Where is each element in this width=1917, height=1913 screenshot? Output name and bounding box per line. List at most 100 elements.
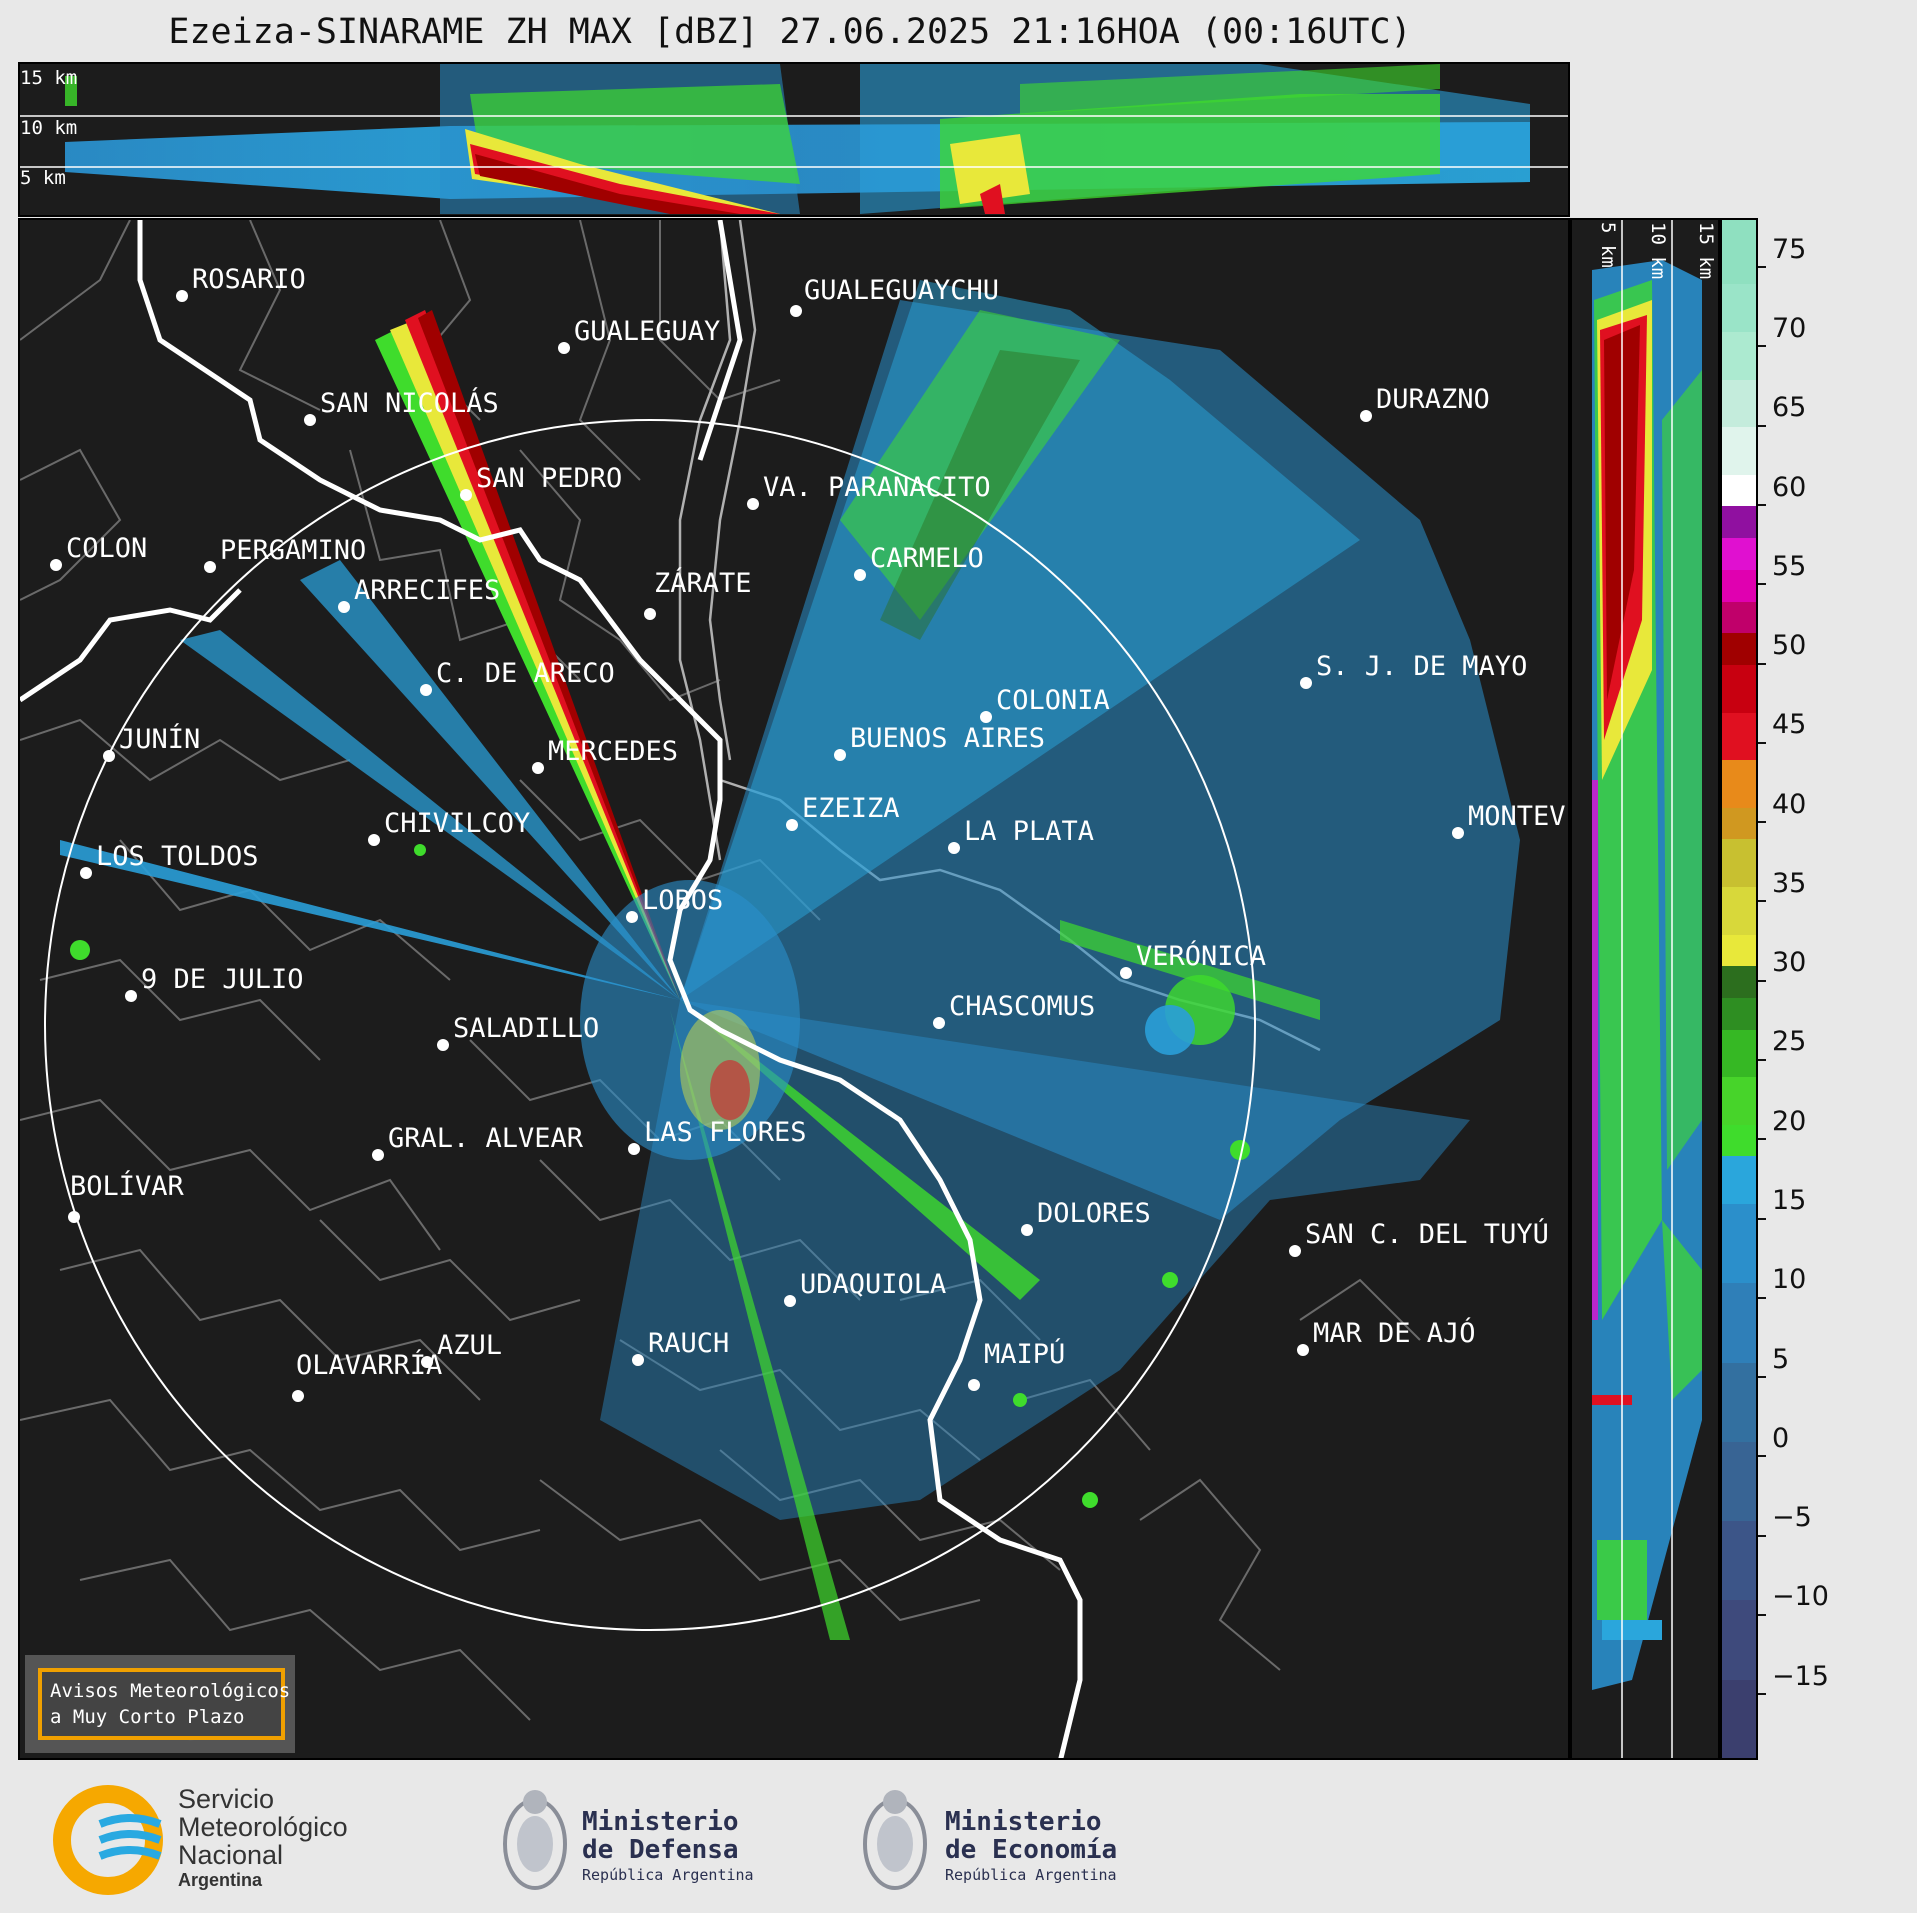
smn-line4: Argentina [178, 1870, 263, 1890]
city-label: ARRECIFES [354, 575, 500, 606]
colorbar-tick: 25 [1758, 1026, 1806, 1074]
colorbar-tick: 50 [1758, 630, 1806, 678]
colorbar-tick-label: 10 [1772, 1264, 1807, 1296]
defensa-line3: República Argentina [582, 1866, 754, 1884]
colorbar-tick: 40 [1758, 789, 1806, 837]
smn-logo: Servicio Meteorológico Nacional Argentin… [53, 1784, 348, 1895]
city-dot [338, 601, 350, 613]
city-dot [980, 711, 992, 723]
colorbar-segment [1722, 1678, 1756, 1758]
colorbar-tick-label: 65 [1772, 392, 1807, 424]
colorbar-segment [1722, 473, 1756, 507]
city-label: SAN PEDRO [476, 463, 622, 494]
colorbar-segment [1722, 220, 1756, 285]
colorbar-segment [1722, 838, 1756, 887]
coastline [20, 220, 1083, 1758]
colorbar-segment [1722, 426, 1756, 475]
city-dot [784, 1295, 796, 1307]
city-dot [1300, 677, 1312, 689]
city-label: CHIVILCOY [384, 808, 530, 839]
city-dot [933, 1017, 945, 1029]
colorbar-tick: 5 [1758, 1344, 1789, 1392]
city-dot [292, 1390, 304, 1402]
city-label: GRAL. ALVEAR [388, 1123, 584, 1154]
colorbar-tick: 15 [1758, 1185, 1806, 1233]
colorbar-segment [1722, 1361, 1756, 1442]
colorbar-segment [1722, 632, 1756, 665]
colorbar-tick-label: 0 [1772, 1422, 1790, 1454]
colorbar-segment [1722, 1203, 1756, 1284]
city-label: LOS TOLDOS [96, 841, 259, 872]
city-label: COLON [66, 533, 147, 564]
city-label: MONTEV [1468, 801, 1566, 832]
city-label: ZÁRATE [654, 567, 752, 599]
city-label: EZEIZA [802, 793, 900, 824]
dbz-colorbar [1720, 218, 1758, 1760]
colorbar-tick-label: 45 [1772, 709, 1807, 741]
colorbar-tick: 0 [1758, 1423, 1789, 1471]
city-label: GUALEGUAYCHU [804, 275, 999, 306]
city-label: MAIPÚ [984, 1338, 1065, 1370]
colorbar-tick: −15 [1758, 1661, 1829, 1709]
height-label-15km: 15 km [20, 67, 77, 89]
city-dot [644, 608, 656, 620]
colorbar-tick-label: −5 [1772, 1502, 1812, 1534]
city-dot [204, 561, 216, 573]
economia-line1: Ministerio [945, 1807, 1102, 1837]
chart-title: Ezeiza-SINARAME ZH MAX [dBZ] 27.06.2025 … [168, 12, 1412, 52]
side-height-label-15km: 15 km [1695, 222, 1717, 279]
colorbar-segment [1722, 1123, 1756, 1157]
city-dot [968, 1379, 980, 1391]
city-dot [50, 559, 62, 571]
colorbar-tick: −5 [1758, 1502, 1812, 1550]
city-dot [460, 489, 472, 501]
range-ring [44, 419, 1256, 1631]
colorbar-tick-label: 40 [1772, 788, 1807, 820]
colorbar-tick: −10 [1758, 1581, 1829, 1629]
city-dot [372, 1149, 384, 1161]
warning-line-2: a Muy Corto Plazo [50, 1706, 244, 1728]
colorbar-segment [1722, 1282, 1756, 1363]
side-height-label-5km: 5 km [1597, 222, 1619, 268]
city-label: 9 DE JULIO [141, 964, 304, 995]
colorbar-segment [1722, 1028, 1756, 1078]
city-label: LAS FLORES [644, 1117, 807, 1148]
colorbar-segment [1722, 933, 1756, 967]
city-label: ROSARIO [192, 264, 306, 295]
colorbar-tick: 60 [1758, 472, 1806, 520]
colorbar-segment [1722, 1076, 1756, 1125]
city-dot [68, 1211, 80, 1223]
colorbar-tick: 55 [1758, 551, 1806, 599]
colorbar-tick-label: −10 [1772, 1581, 1829, 1613]
city-label: DOLORES [1037, 1198, 1151, 1229]
colorbar-segment [1722, 711, 1756, 761]
side-height-label-10km: 10 km [1647, 222, 1669, 279]
city-dot [368, 834, 380, 846]
colorbar-segment [1722, 885, 1756, 935]
side-cross-section-panel: 5 km 10 km 15 km [1570, 218, 1720, 1760]
warning-box[interactable]: Avisos Meteorológicos a Muy Corto Plazo [25, 1655, 295, 1753]
smn-line3: Nacional [178, 1840, 283, 1870]
radar-map-panel: ROSARIO GUALEGUAYCHU GUALEGUAY SAN NICOLÁS D… [18, 218, 1570, 1760]
colorbar-tick-label: 30 [1772, 947, 1807, 979]
height-label-5km: 5 km [20, 167, 66, 189]
colorbar-tick-label: 20 [1772, 1105, 1807, 1137]
top-cross-section-panel: 15 km 10 km 5 km [18, 62, 1570, 217]
city-dot [1360, 410, 1372, 422]
city-dot [834, 749, 846, 761]
colorbar-tick-label: 15 [1772, 1185, 1807, 1217]
footer-logos: Servicio Meteorológico Nacional Argentin… [0, 1762, 1917, 1909]
city-dot [103, 750, 115, 762]
city-label: S. J. DE MAYO [1316, 651, 1527, 682]
city-label: LA PLATA [964, 816, 1094, 847]
colorbar-segment [1722, 996, 1756, 1030]
city-dot [747, 498, 759, 510]
city-label: LOBOS [642, 885, 723, 916]
colorbar-tick: 70 [1758, 313, 1806, 361]
city-label: JUNÍN [119, 723, 200, 755]
city-label: SALADILLO [453, 1013, 599, 1044]
city-label: SAN C. DEL TUYÚ [1305, 1218, 1549, 1250]
city-dot [786, 819, 798, 831]
colorbar-tick: 45 [1758, 709, 1806, 757]
city-label: SAN NICOLÁS [320, 387, 499, 419]
